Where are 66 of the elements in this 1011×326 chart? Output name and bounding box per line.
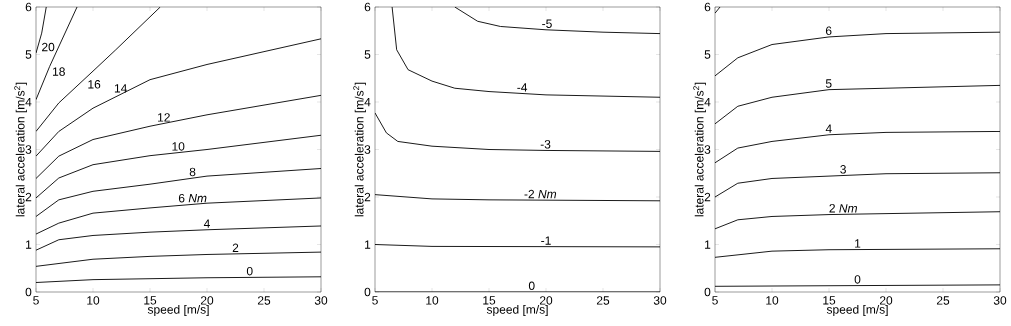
x-tick-label: 30	[314, 296, 328, 305]
series-label: 5	[825, 79, 832, 88]
x-tick-label: 15	[144, 296, 157, 305]
series-label: 3	[840, 165, 846, 174]
y-tick-label: 4	[704, 97, 711, 107]
series-label: 20	[42, 42, 55, 52]
x-tick-label: 30	[653, 296, 667, 305]
series-label: -3	[540, 140, 551, 149]
y-tick-label: 6	[25, 2, 32, 12]
y-tick-label: 5	[25, 50, 32, 59]
y-tick-label: 2	[704, 192, 711, 202]
series-label: 14	[114, 84, 127, 93]
series-label: 8	[189, 167, 196, 177]
x-tick-label: 10	[426, 296, 439, 305]
x-tick-label: 20	[879, 296, 893, 305]
x-tick-label: 15	[483, 296, 496, 305]
y-tick-label: 4	[25, 97, 32, 107]
y-tick-label: 1	[26, 240, 32, 249]
series-label: -4	[517, 83, 528, 92]
series-label: -2 Nm	[524, 189, 557, 199]
x-axis-title: speed [m/s]	[147, 304, 209, 317]
series-label: 2 Nm	[829, 204, 857, 213]
y-tick-label: 5	[364, 50, 371, 59]
y-tick-label: 2	[364, 192, 371, 202]
x-tick-label: 10	[766, 296, 779, 305]
series-label: 16	[88, 80, 101, 89]
y-tick-label: 3	[25, 145, 32, 154]
y-tick-label: 2	[25, 192, 32, 202]
y-tick-label: 5	[704, 50, 711, 59]
y-tick-label: 4	[364, 97, 371, 107]
series-label: 12	[158, 113, 170, 122]
series-label: 1	[855, 239, 861, 248]
series-label: 4	[825, 124, 832, 133]
x-tick-label: 20	[200, 296, 214, 305]
x-tick-label: 20	[539, 296, 553, 305]
series-label: 6	[825, 26, 832, 36]
x-tick-label: 5	[33, 296, 39, 305]
series-label: 4	[203, 219, 210, 228]
x-axis-title: speed [m/s]	[486, 304, 548, 317]
y-tick-label: 0	[704, 287, 711, 297]
series-label: -1	[541, 236, 551, 245]
series-label: 10	[172, 142, 185, 151]
x-tick-label: 25	[936, 296, 950, 305]
y-tick-label: 0	[364, 287, 371, 297]
y-tick-label: 1	[705, 240, 711, 249]
y-tick-label: 3	[364, 145, 371, 154]
series-label: 0	[528, 281, 535, 291]
series-label: 18	[53, 67, 65, 76]
x-tick-label: 25	[257, 296, 271, 305]
x-tick-label: 25	[596, 296, 610, 305]
series-label: 6 Nm	[178, 193, 207, 203]
y-tick-label: 0	[25, 287, 32, 297]
x-tick-label: 5	[712, 296, 718, 305]
y-tick-label: 6	[364, 2, 371, 12]
x-tick-label: 30	[993, 296, 1007, 305]
x-tick-label: 15	[823, 296, 836, 305]
series-label: 0	[246, 266, 253, 276]
x-axis-title: speed [m/s]	[826, 304, 888, 317]
y-tick-label: 1	[365, 240, 371, 249]
x-tick-label: 10	[87, 296, 100, 305]
y-tick-label: 3	[704, 145, 711, 154]
series-label: 2	[232, 243, 239, 252]
series-label: -5	[542, 19, 552, 28]
series-label: 0	[854, 275, 861, 284]
x-tick-label: 5	[372, 296, 378, 305]
y-tick-label: 6	[704, 2, 711, 12]
